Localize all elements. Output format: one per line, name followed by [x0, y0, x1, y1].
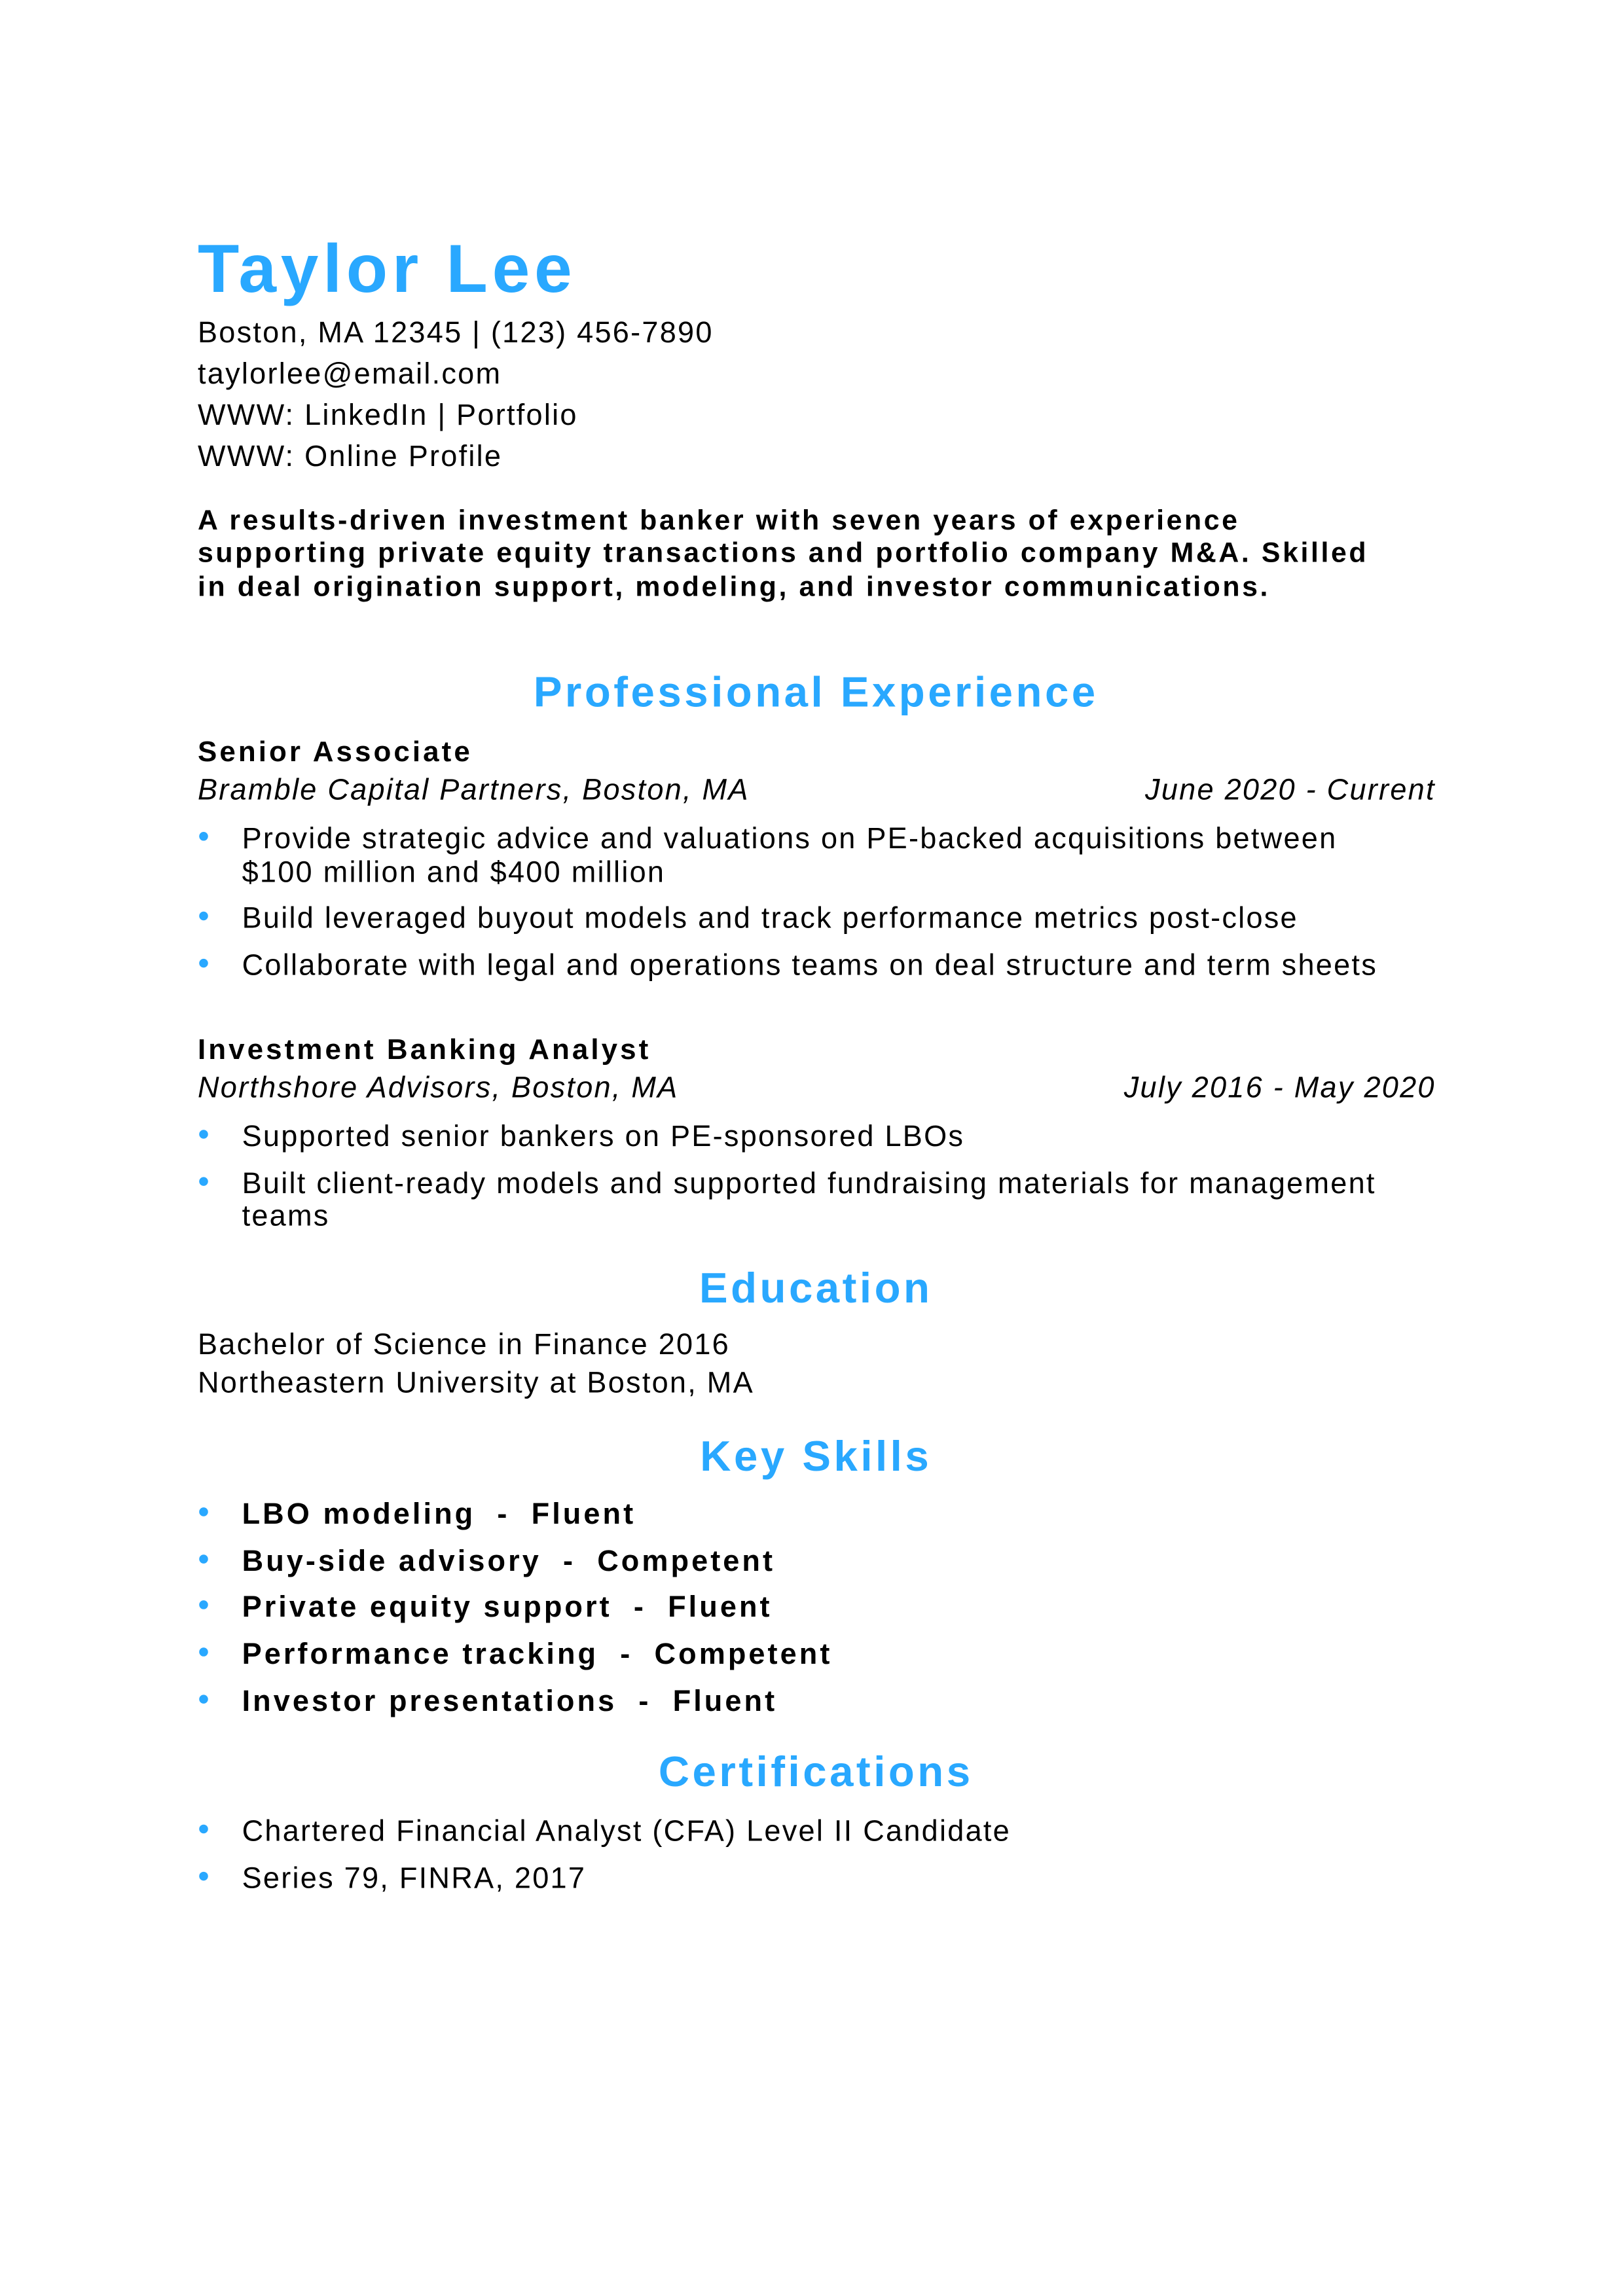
job-bullets: Supported senior bankers on PE-sponsored…	[198, 1121, 1408, 1234]
bullet-icon	[199, 1601, 208, 1610]
list-item: Build leveraged buyout models and track …	[198, 903, 1408, 936]
section-heading-certifications: Certifications	[658, 1749, 974, 1797]
list-item: Buy-side advisory - Competent	[198, 1545, 1408, 1579]
bullet-icon	[199, 1694, 208, 1704]
contact-online-profile: WWW: Online Profile	[197, 440, 503, 474]
job-company: Northshore Advisors, Boston, MA	[197, 1072, 679, 1105]
list-item: Private equity support - Fluent	[198, 1592, 1408, 1625]
bullet-icon	[199, 1824, 208, 1834]
job-company: Bramble Capital Partners, Boston, MA	[197, 774, 750, 807]
bullet-icon	[199, 911, 208, 921]
list-item: LBO modeling - Fluent	[198, 1499, 1408, 1532]
bullet-icon	[199, 1647, 208, 1657]
bullet-icon	[199, 958, 208, 967]
contact-address-phone: Boston, MA 12345 | (123) 456-7890	[197, 317, 714, 350]
candidate-name: Taylor Lee	[197, 230, 577, 307]
section-heading-experience: Professional Experience	[533, 670, 1099, 717]
list-item: Built client-ready models and supported …	[198, 1168, 1408, 1234]
bullet-icon	[199, 832, 208, 841]
bullet-icon	[199, 1871, 208, 1881]
section-heading-skills: Key Skills	[700, 1433, 932, 1481]
list-item: Supported senior bankers on PE-sponsored…	[198, 1121, 1408, 1155]
certifications-list: Chartered Financial Analyst (CFA) Level …	[198, 1816, 1408, 1896]
professional-summary: A results-driven investment banker with …	[197, 505, 1369, 603]
list-item: Provide strategic advice and valuations …	[198, 823, 1408, 889]
section-heading-education: Education	[699, 1265, 933, 1313]
list-item: Performance tracking - Competent	[198, 1639, 1408, 1672]
job-bullets: Provide strategic advice and valuations …	[198, 823, 1408, 982]
job-title: Senior Associate	[197, 736, 473, 769]
job-dates: July 2016 - May 2020	[1123, 1072, 1436, 1105]
bullet-icon	[199, 1507, 208, 1516]
skills-list: LBO modeling - Fluent Buy-side advisory …	[198, 1499, 1408, 1719]
list-item: Series 79, FINRA, 2017	[198, 1863, 1408, 1896]
list-item: Collaborate with legal and operations te…	[198, 949, 1408, 982]
bullet-icon	[199, 1554, 208, 1564]
bullet-icon	[199, 1130, 208, 1139]
bullet-icon	[199, 1176, 208, 1185]
list-item: Investor presentations - Fluent	[198, 1685, 1408, 1719]
job-dates: June 2020 - Current	[1145, 774, 1436, 807]
education-degree: Bachelor of Science in Finance 2016	[197, 1329, 731, 1362]
job-title: Investment Banking Analyst	[197, 1033, 651, 1067]
contact-links: WWW: LinkedIn | Portfolio	[197, 399, 578, 433]
contact-email: taylorlee@email.com	[197, 358, 502, 391]
list-item: Chartered Financial Analyst (CFA) Level …	[198, 1816, 1408, 1849]
education-school: Northeastern University at Boston, MA	[197, 1367, 754, 1400]
job-company-row: Northshore Advisors, Boston, MA July 201…	[198, 1069, 1436, 1108]
job-company-row: Bramble Capital Partners, Boston, MA Jun…	[198, 772, 1436, 810]
